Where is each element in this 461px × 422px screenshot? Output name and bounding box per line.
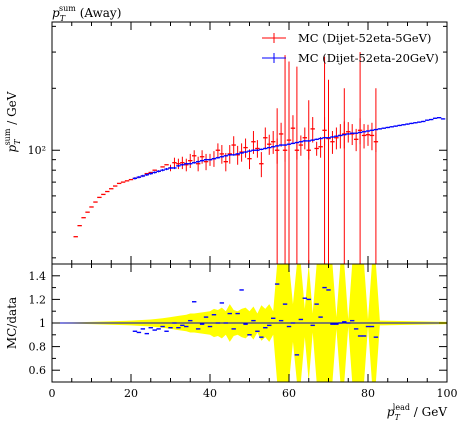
x-tick-label: 0 <box>49 387 56 400</box>
lower-y-tick-label: 0.8 <box>29 341 47 354</box>
x-tick-label: 20 <box>124 387 138 400</box>
upper-panel: 10² <box>28 22 448 264</box>
lower-y-tick-label: 1 <box>39 317 46 330</box>
lower-frame <box>51 263 448 383</box>
upper-y-label: pTsum / GeV <box>3 91 22 152</box>
x-tick-label: 60 <box>282 387 296 400</box>
legend-item-5gev: MC (Dijet-52eta-5GeV) <box>262 31 431 45</box>
lower-y-tick-label: 0.6 <box>29 364 47 377</box>
upper-y-tick-label: 10² <box>28 144 46 157</box>
lower-panel: 0.6 0.8 1 1.2 1.4 <box>29 263 448 383</box>
lower-y-tick-label: 1.2 <box>29 293 47 306</box>
legend-item-20gev: MC (Dijet-52eta-20GeV) <box>262 51 439 65</box>
x-tick-label: 40 <box>203 387 217 400</box>
legend-label-20gev: MC (Dijet-52eta-20GeV) <box>298 51 439 65</box>
x-axis-label: pTlead / GeV <box>387 403 448 422</box>
legend: MC (Dijet-52eta-5GeV) MC (Dijet-52eta-20… <box>262 31 439 65</box>
legend-label-5gev: MC (Dijet-52eta-5GeV) <box>298 31 431 45</box>
lower-y-tick-label: 1.4 <box>29 270 47 283</box>
lower-y-label: MC/data <box>5 297 19 349</box>
x-tick-label: 100 <box>437 387 458 400</box>
x-tick-label: 80 <box>361 387 375 400</box>
chart-title: pTsum (Away) <box>52 4 121 23</box>
